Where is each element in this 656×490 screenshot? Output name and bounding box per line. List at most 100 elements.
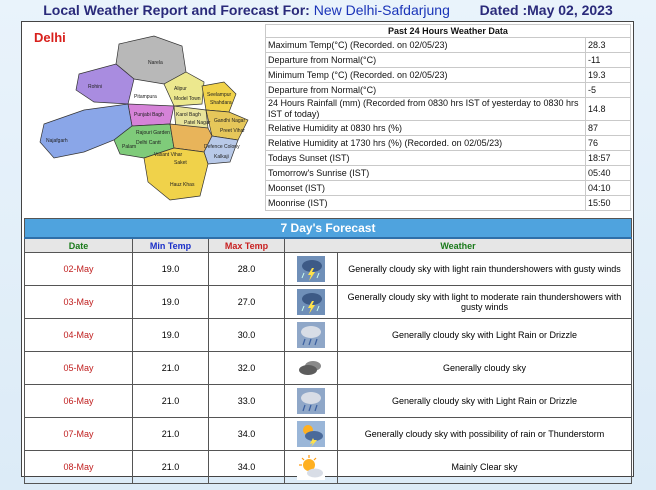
thunder-rain-icon bbox=[284, 252, 338, 286]
past-24h-row: Relative Humidity at 0830 hrs (%) 87 bbox=[265, 120, 631, 136]
svg-text:Palam: Palam bbox=[122, 144, 136, 150]
header-date: Dated :May 02, 2023 bbox=[479, 2, 613, 18]
past-24h-label: Moonrise (IST) bbox=[265, 195, 586, 211]
svg-text:Patel Nagar: Patel Nagar bbox=[184, 120, 211, 126]
past-24h-label: Departure from Normal(°C) bbox=[265, 52, 586, 68]
past-24h-row: Moonrise (IST) 15:50 bbox=[265, 195, 631, 211]
svg-text:Seelampur: Seelampur bbox=[207, 92, 232, 98]
thunder-rain-icon bbox=[284, 285, 338, 319]
svg-text:Narela: Narela bbox=[148, 60, 163, 66]
svg-text:Rajouri Garden: Rajouri Garden bbox=[136, 130, 170, 136]
col-date-header: Date bbox=[24, 237, 133, 253]
forecast-weather-text: Mainly Clear sky bbox=[337, 450, 632, 484]
forecast-date: 05-May bbox=[24, 351, 133, 385]
forecast-max-temp: 33.0 bbox=[208, 384, 285, 418]
past-24h-label: Minimum Temp (°C) (Recorded. on 02/05/23… bbox=[265, 67, 586, 83]
past-24h-label: Departure from Normal(°C) bbox=[265, 82, 586, 98]
svg-text:Karol Bagh: Karol Bagh bbox=[176, 112, 201, 118]
rain-cloud-icon bbox=[284, 318, 338, 352]
svg-text:Gandhi Nagar: Gandhi Nagar bbox=[214, 118, 245, 124]
past-24h-value: -5 bbox=[585, 82, 631, 98]
past-24h-value: 76 bbox=[585, 135, 631, 151]
past-24h-label: 24 Hours Rainfall (mm) (Recorded from 08… bbox=[265, 97, 586, 121]
forecast-min-temp: 19.0 bbox=[132, 318, 209, 352]
header-title: Local Weather Report and Forecast For: bbox=[43, 2, 310, 18]
past-24h-value: 28.3 bbox=[585, 37, 631, 53]
forecast-max-temp: 28.0 bbox=[208, 252, 285, 286]
map-title: Delhi bbox=[34, 30, 66, 45]
past-24h-label: Relative Humidity at 1730 hrs (%) (Recor… bbox=[265, 135, 586, 151]
sun-thunder-icon bbox=[284, 417, 338, 451]
forecast-table: 7 Day's Forecast Date Min Temp Max Temp … bbox=[24, 218, 632, 484]
forecast-weather-text: Generally cloudy sky with light rain thu… bbox=[337, 252, 632, 286]
forecast-panel: 7 Day's Forecast Date Min Temp Max Temp … bbox=[24, 218, 632, 484]
delhi-district-map[interactable]: Narela Rohini Alipur Model Town Seelampu… bbox=[24, 24, 264, 214]
past-24h-value: 87 bbox=[585, 120, 631, 136]
forecast-weather-text: Generally cloudy sky with Light Rain or … bbox=[337, 318, 632, 352]
past-24h-label: Relative Humidity at 0830 hrs (%) bbox=[265, 120, 586, 136]
forecast-row: 03-May 19.0 27.0 Generally cloudy sky with … bbox=[24, 285, 632, 319]
svg-text:Shahdara: Shahdara bbox=[210, 100, 232, 106]
forecast-weather-text: Generally cloudy sky with light to moder… bbox=[337, 285, 632, 319]
sun-cloud-icon bbox=[284, 450, 338, 484]
past-24h-row: Todays Sunset (IST) 18:57 bbox=[265, 150, 631, 166]
forecast-date: 03-May bbox=[24, 285, 133, 319]
past-24h-row: Departure from Normal(°C) -5 bbox=[265, 82, 631, 98]
svg-text:Model Town: Model Town bbox=[174, 96, 201, 102]
past-24h-value: 14.8 bbox=[585, 97, 631, 121]
forecast-row: 08-May 21.0 34.0 Mainly Clear sky bbox=[24, 450, 632, 484]
forecast-date: 08-May bbox=[24, 450, 133, 484]
past-24h-row: Relative Humidity at 1730 hrs (%) (Recor… bbox=[265, 135, 631, 151]
cloudy-icon bbox=[284, 351, 338, 385]
past-24h-value: 15:50 bbox=[585, 195, 631, 211]
forecast-max-temp: 30.0 bbox=[208, 318, 285, 352]
map-region-south bbox=[143, 147, 209, 201]
past-24h-value: 05:40 bbox=[585, 165, 631, 181]
forecast-min-temp: 21.0 bbox=[132, 351, 209, 385]
report-frame: Narela Rohini Alipur Model Town Seelampu… bbox=[21, 21, 634, 484]
col-min-header: Min Temp bbox=[132, 237, 209, 253]
svg-text:Alipur: Alipur bbox=[174, 86, 187, 92]
forecast-min-temp: 19.0 bbox=[132, 252, 209, 286]
past-24h-row: Maximum Temp(°C) (Recorded. on 02/05/23)… bbox=[265, 37, 631, 53]
report-header: Local Weather Report and Forecast For: N… bbox=[0, 2, 656, 20]
svg-text:Rohini: Rohini bbox=[88, 84, 102, 90]
forecast-title: 7 Day's Forecast bbox=[24, 218, 632, 239]
past-24h-table: Past 24 Hours Weather Data Maximum Temp(… bbox=[265, 24, 631, 211]
past-24h-row: 24 Hours Rainfall (mm) (Recorded from 08… bbox=[265, 97, 631, 121]
past-24h-value: -11 bbox=[585, 52, 631, 68]
past-24h-panel: Past 24 Hours Weather Data Maximum Temp(… bbox=[265, 24, 631, 214]
rain-cloud-icon bbox=[284, 384, 338, 418]
svg-text:Najafgarh: Najafgarh bbox=[46, 138, 68, 144]
forecast-row: 07-May 21.0 34.0 Generally cloudy sky with … bbox=[24, 417, 632, 451]
svg-text:Hauz Khas: Hauz Khas bbox=[170, 182, 195, 188]
svg-text:Saket: Saket bbox=[174, 160, 187, 166]
svg-text:Preet Vihar: Preet Vihar bbox=[220, 128, 245, 134]
svg-text:Defence Colony: Defence Colony bbox=[204, 144, 240, 150]
map-region-northeast bbox=[201, 81, 237, 113]
svg-text:Vasant Vihar: Vasant Vihar bbox=[154, 152, 183, 158]
past-24h-value: 18:57 bbox=[585, 150, 631, 166]
svg-text:Pitampura: Pitampura bbox=[134, 94, 157, 100]
forecast-weather-text: Generally cloudy sky with Light Rain or … bbox=[337, 384, 632, 418]
past-24h-value: 19.3 bbox=[585, 67, 631, 83]
map-region-east bbox=[205, 109, 249, 141]
forecast-row: 04-May 19.0 30.0 Generally cloudy sky with … bbox=[24, 318, 632, 352]
svg-text:Delhi Cantt: Delhi Cantt bbox=[136, 140, 161, 146]
header-location: New Delhi-Safdarjung bbox=[313, 2, 450, 18]
forecast-weather-text: Generally cloudy sky bbox=[337, 351, 632, 385]
col-weather-header: Weather bbox=[284, 237, 632, 253]
forecast-row: 06-May 21.0 33.0 Generally cloudy sky with … bbox=[24, 384, 632, 418]
past-24h-label: Moonset (IST) bbox=[265, 180, 586, 196]
past-24h-label: Tomorrow's Sunrise (IST) bbox=[265, 165, 586, 181]
svg-text:Punjabi Bagh: Punjabi Bagh bbox=[134, 112, 164, 118]
forecast-max-temp: 27.0 bbox=[208, 285, 285, 319]
past-24h-row: Departure from Normal(°C) -11 bbox=[265, 52, 631, 68]
past-24h-value: 04:10 bbox=[585, 180, 631, 196]
past-24h-label: Maximum Temp(°C) (Recorded. on 02/05/23) bbox=[265, 37, 586, 53]
forecast-row: 02-May 19.0 28.0 Generally cloudy sky with … bbox=[24, 252, 632, 286]
forecast-min-temp: 21.0 bbox=[132, 450, 209, 484]
forecast-min-temp: 21.0 bbox=[132, 417, 209, 451]
forecast-date: 07-May bbox=[24, 417, 133, 451]
forecast-min-temp: 19.0 bbox=[132, 285, 209, 319]
